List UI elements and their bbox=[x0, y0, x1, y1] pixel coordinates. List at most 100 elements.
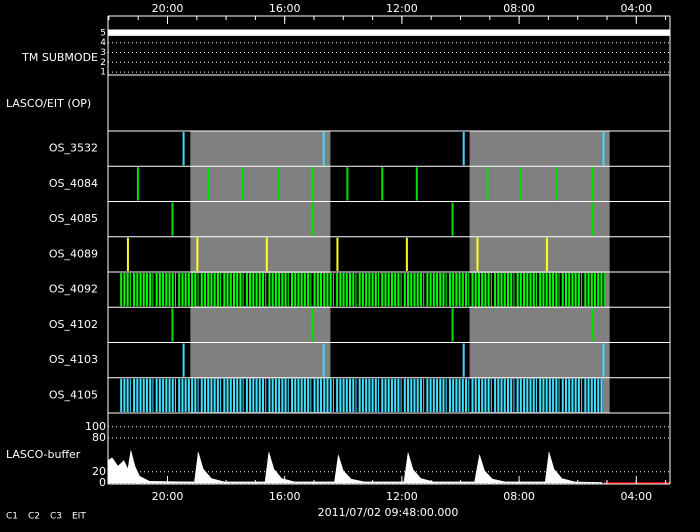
event-bar bbox=[462, 343, 465, 377]
event-bar bbox=[229, 273, 232, 307]
event-bar bbox=[452, 273, 455, 307]
event-bar bbox=[313, 378, 316, 412]
event-bar bbox=[374, 273, 377, 307]
event-bar bbox=[126, 273, 129, 307]
event-bar bbox=[410, 378, 413, 412]
event-bar bbox=[329, 273, 332, 307]
event-bar bbox=[197, 273, 199, 307]
event-bar bbox=[516, 378, 519, 412]
event-bar bbox=[591, 308, 594, 342]
event-bar bbox=[149, 378, 152, 412]
event-bar bbox=[168, 273, 171, 307]
event-bar bbox=[316, 378, 319, 412]
event-bar bbox=[416, 273, 419, 307]
legend-entry: C3 bbox=[50, 512, 62, 522]
y-tick-label: 100 bbox=[85, 420, 106, 433]
event-bar bbox=[281, 273, 284, 307]
event-bar bbox=[465, 378, 468, 412]
event-bar bbox=[503, 273, 506, 307]
y-tick-label: 5 bbox=[100, 28, 106, 38]
event-bar bbox=[346, 167, 349, 201]
row-label: OS_4084 bbox=[49, 177, 98, 190]
event-bar bbox=[574, 378, 577, 412]
event-bar bbox=[577, 273, 580, 307]
event-bar bbox=[226, 273, 229, 307]
event-bar bbox=[429, 273, 432, 307]
x-tick-label: 16:00 bbox=[269, 490, 301, 503]
event-bar bbox=[442, 273, 445, 307]
event-bar bbox=[548, 378, 551, 412]
event-bar bbox=[555, 378, 558, 412]
y-tick-label: 80 bbox=[92, 431, 106, 444]
event-bar bbox=[484, 378, 487, 412]
event-bar bbox=[371, 273, 374, 307]
event-bar bbox=[274, 378, 277, 412]
event-bar bbox=[311, 202, 314, 236]
event-bar bbox=[139, 273, 142, 307]
event-bar bbox=[403, 378, 406, 412]
event-bar bbox=[120, 273, 123, 307]
event-bar bbox=[413, 273, 416, 307]
event-bar bbox=[497, 378, 500, 412]
event-bar bbox=[123, 378, 126, 412]
row-label: OS_3532 bbox=[49, 142, 98, 155]
event-bar bbox=[136, 378, 139, 412]
event-bar bbox=[187, 273, 190, 307]
x-tick-label: 12:00 bbox=[386, 2, 418, 15]
event-bar bbox=[326, 378, 329, 412]
event-bar bbox=[561, 273, 564, 307]
event-bar bbox=[387, 273, 390, 307]
event-bar bbox=[252, 273, 255, 307]
event-bar bbox=[326, 273, 329, 307]
row-label: OS_4092 bbox=[49, 283, 98, 296]
x-tick-label: 12:00 bbox=[386, 490, 418, 503]
event-bar bbox=[510, 378, 513, 412]
event-bar bbox=[239, 273, 242, 307]
event-bar bbox=[577, 378, 580, 412]
event-bar bbox=[322, 132, 325, 166]
event-bar bbox=[255, 273, 258, 307]
event-bar bbox=[415, 167, 418, 201]
event-bar bbox=[249, 378, 252, 412]
event-bar bbox=[126, 237, 129, 271]
event-bar bbox=[597, 378, 600, 412]
event-bar bbox=[210, 273, 213, 307]
event-bar bbox=[194, 273, 197, 307]
event-bar bbox=[423, 378, 425, 412]
event-bar bbox=[152, 378, 154, 412]
event-bar bbox=[561, 378, 564, 412]
event-bar bbox=[603, 273, 605, 307]
event-bar bbox=[405, 237, 408, 271]
event-bar bbox=[245, 273, 248, 307]
event-bar bbox=[216, 378, 219, 412]
legend-entry: C2 bbox=[28, 512, 40, 522]
event-bar bbox=[242, 273, 244, 307]
event-bar bbox=[162, 378, 165, 412]
row-label: OS_4085 bbox=[49, 212, 98, 225]
event-bar bbox=[500, 378, 503, 412]
event-bar bbox=[542, 273, 545, 307]
event-bar bbox=[410, 273, 413, 307]
event-bar bbox=[213, 378, 216, 412]
event-bar bbox=[336, 273, 339, 307]
event-bar bbox=[548, 273, 551, 307]
event-bar bbox=[564, 273, 567, 307]
panel-label: LASCO-buffer bbox=[6, 448, 81, 461]
event-bar bbox=[252, 378, 255, 412]
event-bar bbox=[477, 273, 480, 307]
event-bar bbox=[268, 378, 271, 412]
event-bar bbox=[581, 273, 583, 307]
event-bar bbox=[519, 273, 522, 307]
event-bar bbox=[339, 378, 342, 412]
event-bar bbox=[361, 378, 364, 412]
event-bar bbox=[384, 273, 387, 307]
event-bar bbox=[593, 273, 596, 307]
event-bar bbox=[322, 343, 325, 377]
event-bar bbox=[239, 378, 242, 412]
event-bar bbox=[590, 273, 593, 307]
event-bar bbox=[571, 273, 574, 307]
event-bar bbox=[526, 378, 529, 412]
event-bar bbox=[390, 273, 393, 307]
event-bar bbox=[403, 273, 406, 307]
buffer-area bbox=[107, 450, 604, 484]
